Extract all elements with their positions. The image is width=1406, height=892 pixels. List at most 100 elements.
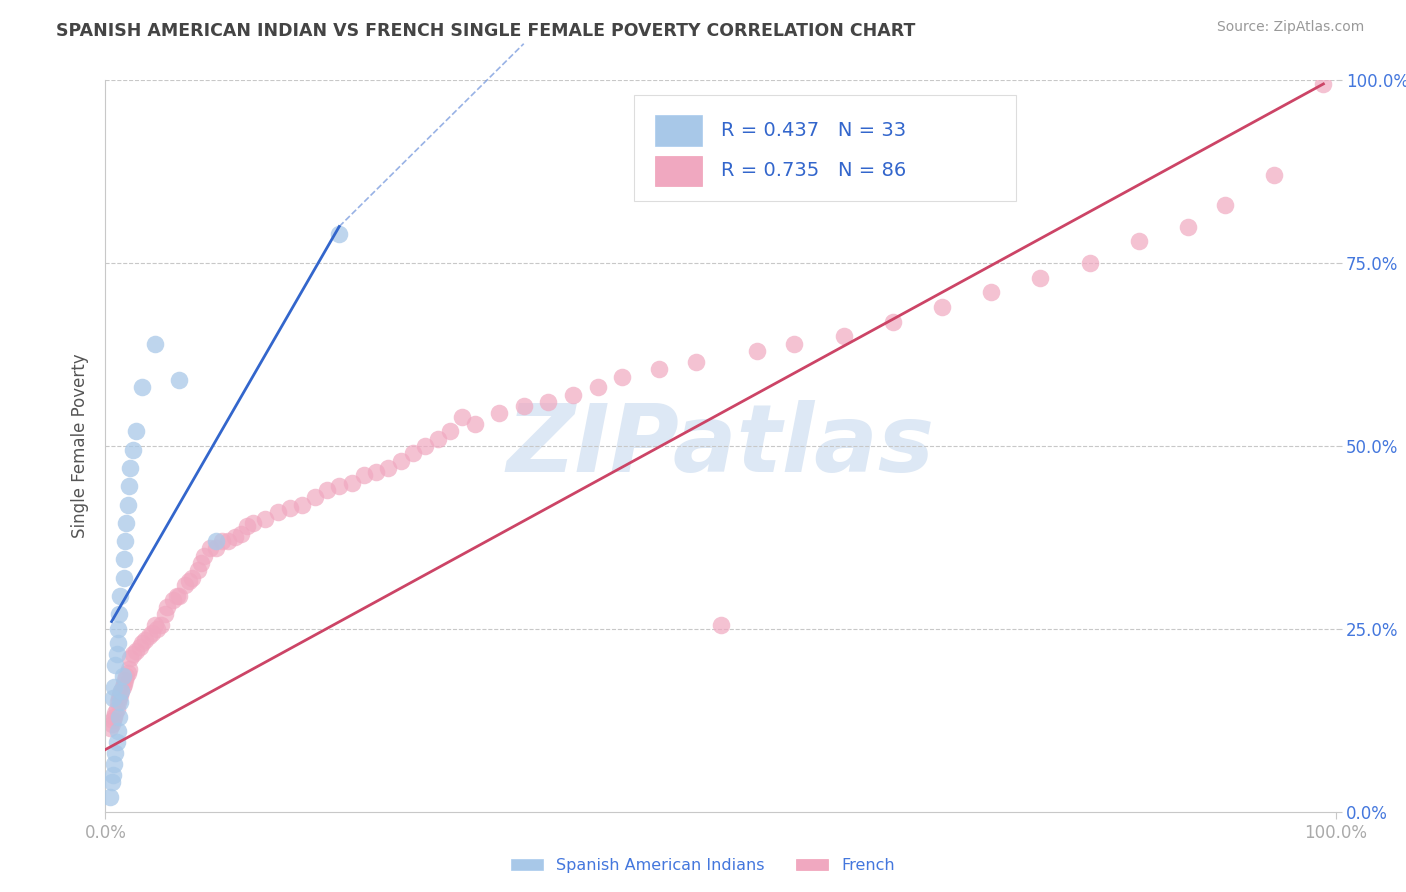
Point (101, 691, 124, 706)
Point (187, 563, 209, 577)
Point (111, 681, 134, 695)
Point (149, 618, 172, 632)
Point (117, 665, 139, 680)
Point (169, 589, 191, 603)
Point (389, 453, 412, 467)
Point (224, 530, 246, 544)
Point (117, 498, 139, 512)
Point (108, 607, 131, 622)
Point (832, 329, 855, 343)
Point (513, 399, 536, 413)
Point (131, 636, 153, 650)
Point (146, 622, 169, 636)
Point (121, 648, 143, 662)
Point (783, 336, 806, 351)
Point (205, 541, 228, 556)
Point (710, 618, 733, 632)
Point (110, 589, 132, 603)
Point (488, 406, 510, 420)
Point (415, 439, 437, 453)
Point (747, 343, 769, 358)
Point (439, 425, 461, 439)
Point (108, 691, 131, 706)
Point (107, 724, 129, 739)
Point (980, 285, 1002, 300)
Point (291, 498, 314, 512)
Bar (655, 155, 702, 186)
Point (218, 534, 240, 549)
Point (103, 681, 125, 695)
Point (304, 490, 326, 504)
Point (118, 662, 141, 676)
Point (110, 688, 132, 702)
Point (107, 695, 129, 709)
Text: SPANISH AMERICAN INDIAN VS FRENCH SINGLE FEMALE POVERTY CORRELATION CHART: SPANISH AMERICAN INDIAN VS FRENCH SINGLE… (56, 22, 915, 40)
Point (377, 461, 399, 475)
Point (112, 552, 135, 566)
Point (340, 475, 363, 490)
Point (328, 227, 350, 241)
Text: R = 0.437   N = 33: R = 0.437 N = 33 (721, 120, 905, 139)
Point (174, 578, 197, 592)
Point (115, 669, 138, 683)
Point (242, 516, 264, 530)
Point (315, 483, 337, 497)
Point (103, 709, 125, 723)
Point (143, 336, 166, 351)
Point (198, 541, 221, 556)
Text: Source: ZipAtlas.com: Source: ZipAtlas.com (1216, 20, 1364, 34)
Point (104, 706, 127, 720)
Point (169, 373, 191, 387)
Point (366, 465, 388, 479)
Point (648, 362, 671, 376)
Point (464, 417, 486, 431)
Point (882, 315, 904, 329)
Point (138, 629, 160, 643)
Point (98, 790, 122, 805)
Point (162, 592, 184, 607)
Point (110, 684, 132, 698)
Point (190, 556, 212, 570)
Point (103, 757, 125, 772)
Point (610, 369, 633, 384)
Point (129, 640, 152, 655)
Point (156, 599, 179, 614)
Point (179, 574, 201, 589)
Point (193, 549, 215, 563)
Point (254, 512, 277, 526)
Bar (655, 115, 702, 146)
Text: R = 0.735   N = 86: R = 0.735 N = 86 (721, 161, 905, 180)
Point (426, 432, 449, 446)
Point (537, 395, 560, 409)
Point (328, 479, 350, 493)
Point (229, 526, 252, 541)
Point (111, 669, 134, 683)
Point (100, 775, 122, 789)
Point (108, 709, 131, 723)
Legend: Spanish American Indians, French: Spanish American Indians, French (505, 852, 901, 880)
Point (112, 676, 135, 690)
Point (100, 717, 122, 731)
Point (278, 501, 301, 516)
Point (98, 721, 122, 735)
Point (101, 714, 124, 728)
Text: ZIPatlas: ZIPatlas (506, 400, 935, 492)
Point (104, 658, 127, 673)
Point (131, 380, 153, 394)
Point (120, 651, 141, 665)
Point (1263, 169, 1285, 183)
Point (134, 632, 156, 647)
Point (114, 534, 136, 549)
Point (586, 380, 609, 394)
Point (105, 702, 128, 716)
Point (180, 571, 202, 585)
Point (353, 468, 375, 483)
Point (153, 607, 176, 622)
Point (1029, 270, 1052, 285)
Point (105, 735, 128, 749)
Point (107, 636, 129, 650)
Point (236, 519, 259, 533)
Point (685, 355, 707, 369)
Point (121, 442, 143, 457)
Point (120, 461, 141, 475)
